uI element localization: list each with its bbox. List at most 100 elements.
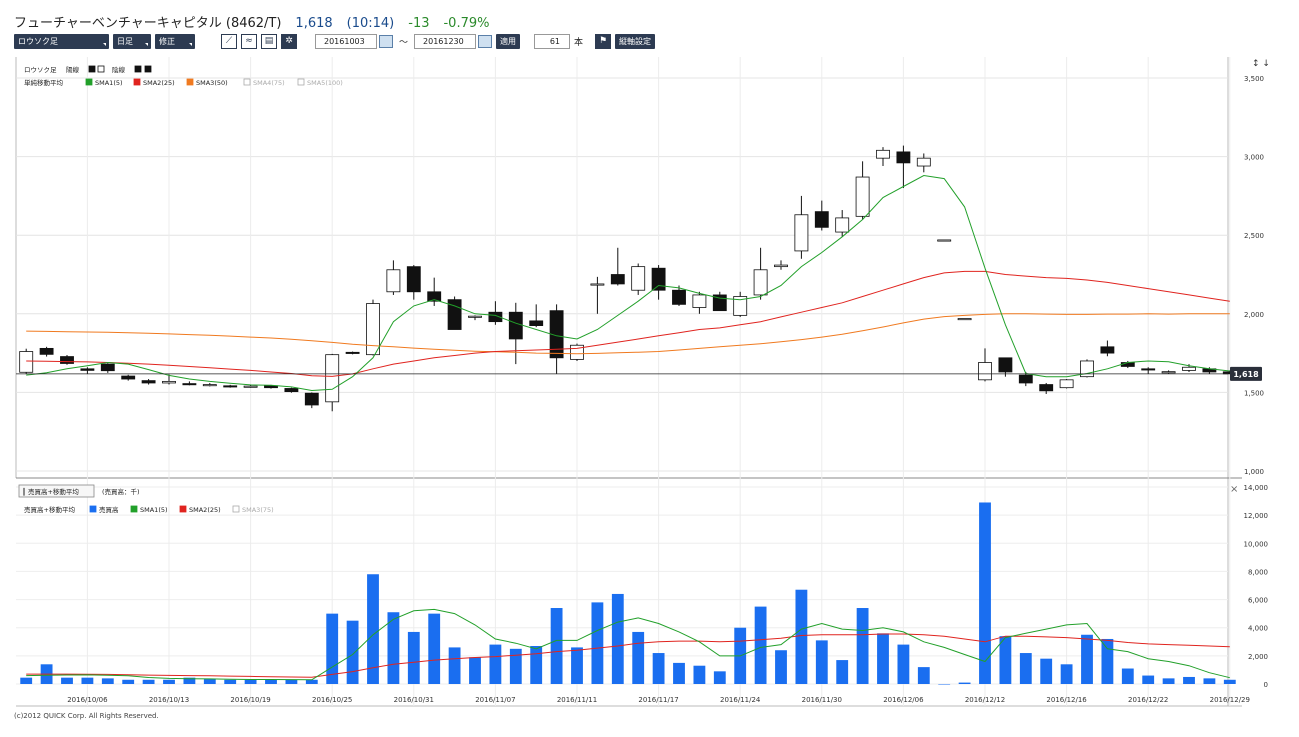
candle-down	[427, 291, 442, 302]
volume-tick-label: 12,000	[1244, 512, 1269, 520]
x-tick-label: 2016/12/29	[1210, 696, 1250, 704]
date-to-input[interactable]: 20161230	[414, 33, 477, 49]
candle-up	[243, 385, 258, 388]
volume-bar	[856, 608, 869, 684]
candle-up	[794, 214, 809, 252]
candle-up	[916, 157, 931, 167]
volume-bar	[509, 648, 522, 684]
volume-bar	[1101, 638, 1114, 684]
candle-up	[835, 217, 850, 233]
volume-bar	[938, 684, 951, 685]
sma-legend-2: SMA2(25)	[143, 79, 175, 87]
volume-bars	[20, 502, 1236, 685]
candle-down	[488, 311, 503, 323]
volume-bar	[1223, 679, 1236, 684]
x-tick-label: 2016/10/13	[149, 696, 189, 704]
candle-down	[60, 356, 74, 364]
calendar-icon[interactable]	[478, 34, 493, 48]
volume-tick-label: 0	[1264, 681, 1268, 689]
candle-down	[1018, 374, 1033, 384]
sma-legend-4: SMA4(75)	[253, 79, 285, 87]
count-stepper[interactable]: 61	[534, 33, 571, 49]
axis-settings-button[interactable]: 縦軸設定	[615, 33, 656, 49]
volume-panel-button	[18, 484, 95, 498]
volume-bar	[122, 679, 135, 684]
legend-swatch	[89, 505, 97, 513]
compare-chart-icon[interactable]: ≈	[241, 33, 257, 49]
chart-type-dropdown[interactable]: ロウソク足	[14, 33, 109, 49]
copyright: (c)2012 QUICK Corp. All Rights Reserved.	[14, 712, 159, 720]
candle-down	[896, 151, 911, 164]
price-tick-label: 2,000	[1244, 311, 1264, 319]
x-tick-label: 2016/11/07	[475, 696, 515, 704]
chart-toolbar: ロウソク足 日足 修正 ⟋ ≈ ▤ ✲ 20161003 ～ 20161230 …	[14, 32, 656, 50]
sma-lines	[16, 174, 1230, 681]
price-tick-label: 1,500	[1244, 389, 1264, 397]
volume-bar	[999, 636, 1012, 684]
apply-button[interactable]: 適用	[496, 33, 521, 49]
volume-bar	[1162, 678, 1175, 684]
legend-swatch	[134, 65, 142, 73]
volume-bar	[81, 677, 94, 684]
candle-down	[345, 351, 360, 354]
volume-bar	[448, 647, 461, 684]
x-tick-label: 2016/10/25	[312, 696, 352, 704]
volume-bar	[836, 660, 849, 684]
candle-up	[1182, 366, 1196, 371]
volume-bar	[183, 677, 196, 684]
period-dropdown[interactable]: 日足	[113, 33, 151, 49]
price-tick-label: 3,000	[1244, 154, 1264, 162]
flag-icon[interactable]: ⚑	[595, 33, 612, 49]
volume-bar	[203, 679, 216, 684]
last-price-label: 1,618	[1233, 370, 1259, 379]
scale-arrows-icon: ↕ ↓	[1252, 59, 1270, 69]
volume-bar	[387, 612, 400, 684]
volume-bar	[61, 677, 73, 684]
candle-down	[1100, 346, 1115, 354]
volume-bar	[693, 665, 706, 684]
volume-bar	[326, 613, 339, 684]
volume-bar	[1081, 634, 1093, 684]
volume-tick-label: 4,000	[1248, 625, 1268, 633]
volume-sma1-line	[26, 608, 1230, 681]
indicator-chart-icon[interactable]: ▤	[261, 33, 277, 49]
candle-down	[998, 357, 1013, 373]
volume-bar	[958, 682, 971, 684]
candle-down	[508, 311, 523, 340]
legend-swatch	[88, 65, 96, 73]
candlesticks	[19, 145, 1237, 412]
candle-up	[1059, 379, 1074, 389]
sma-legend-1: SMA1(5)	[95, 79, 123, 87]
volume-legend-2: SMA1(5)	[140, 506, 168, 514]
volume-bar	[897, 644, 910, 684]
candle-up	[774, 264, 788, 268]
candle-up	[325, 354, 340, 403]
sma-legend-3: SMA3(50)	[196, 79, 228, 87]
price-time: (10:14)	[346, 16, 395, 31]
volume-bar	[652, 653, 665, 684]
volume-legend-3: SMA2(25)	[189, 506, 221, 514]
candle-down	[814, 211, 829, 228]
candle-down	[100, 363, 115, 372]
grid	[15, 57, 1242, 707]
line-chart-icon[interactable]: ⟋	[221, 33, 237, 49]
legend-swatch	[297, 78, 305, 86]
volume-bar	[591, 602, 604, 684]
volume-legend-4: SMA3(75)	[242, 506, 274, 514]
volume-bar	[1040, 658, 1053, 684]
gear-icon[interactable]: ✲	[281, 33, 297, 49]
adjust-dropdown[interactable]: 修正	[155, 33, 195, 49]
candle-up	[753, 269, 768, 296]
x-tick-label: 2016/12/12	[965, 696, 1005, 704]
x-tick-label: 2016/12/06	[883, 696, 924, 704]
x-tick-label: 2016/12/16	[1046, 696, 1087, 704]
volume-bar	[1183, 676, 1195, 684]
legend-swatch	[179, 505, 187, 513]
x-tick-label: 2016/10/06	[67, 696, 108, 704]
volume-bar	[775, 650, 787, 684]
volume-bar	[244, 679, 257, 684]
calendar-icon[interactable]	[379, 34, 393, 48]
date-from-input[interactable]: 20161003	[315, 33, 377, 49]
candle-down	[610, 274, 625, 285]
